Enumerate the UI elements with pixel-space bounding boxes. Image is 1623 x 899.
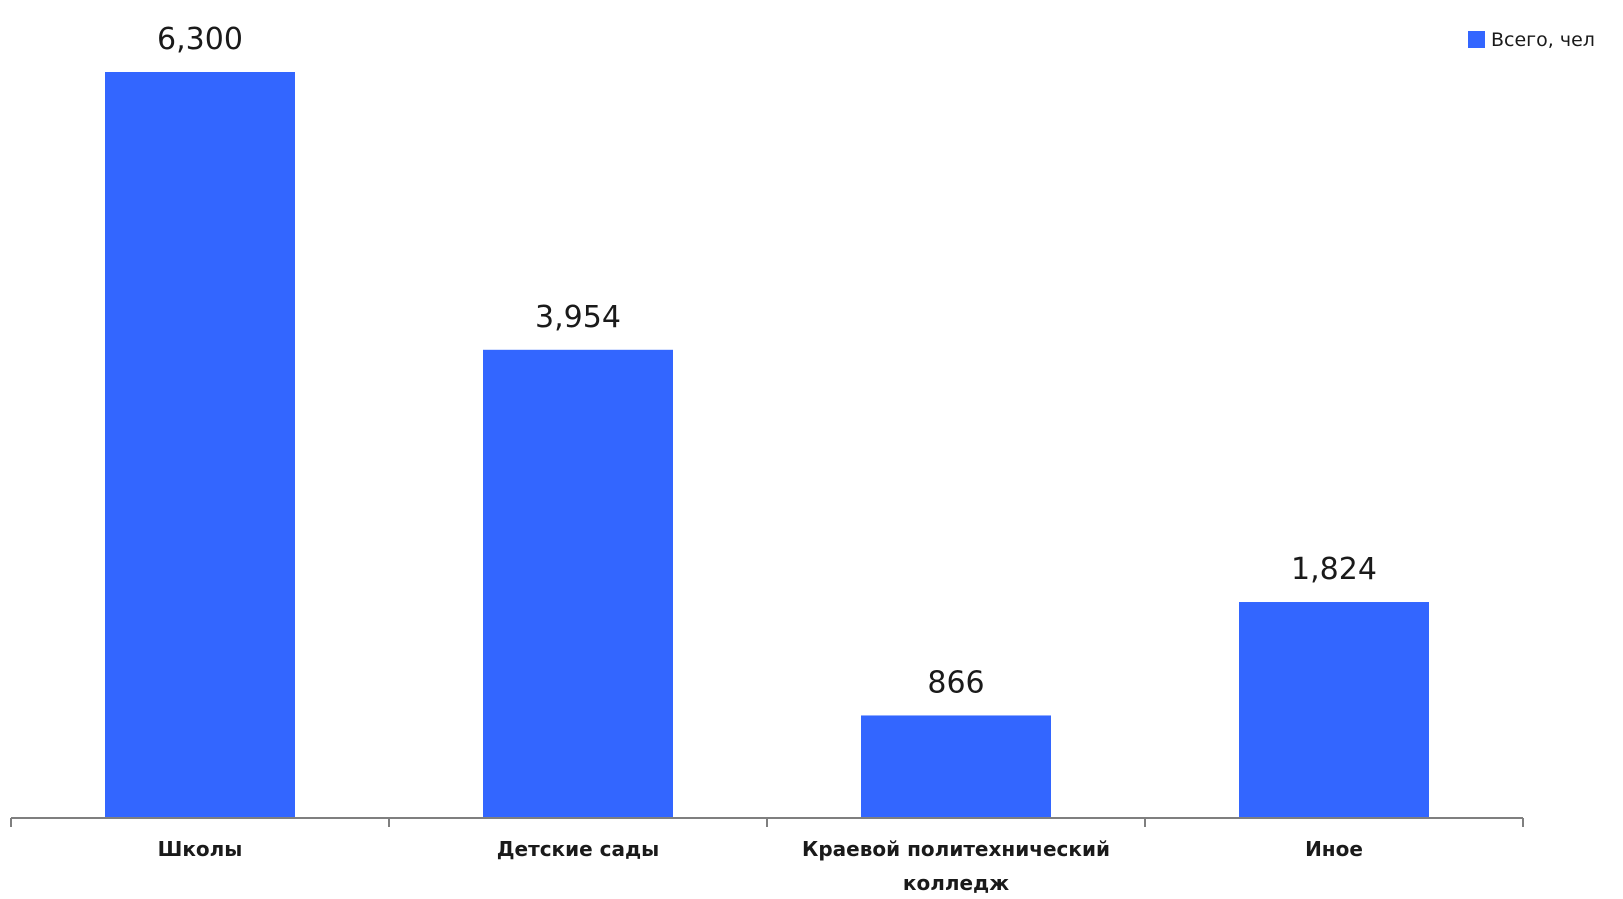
x-axis [10, 817, 1524, 827]
x-tick-label-4: Иное [1305, 837, 1363, 861]
value-label-2: 3,954 [535, 300, 621, 335]
x-tick-label-1: Школы [158, 837, 243, 861]
bars-group [105, 72, 1429, 818]
bar-2 [483, 349, 673, 818]
bar-1 [105, 72, 295, 818]
bar-3 [861, 715, 1051, 818]
value-label-1: 6,300 [157, 22, 243, 57]
legend: Всего, чел [1468, 29, 1595, 51]
bar-4 [1239, 602, 1429, 818]
value-labels-group: 6,300 3,954 866 1,824 [157, 22, 1377, 700]
x-tick-label-3: Краевой политехнический колледж [802, 837, 1110, 895]
legend-swatch [1468, 31, 1485, 48]
value-label-4: 1,824 [1291, 552, 1377, 587]
value-label-3: 866 [927, 665, 984, 700]
x-tick-labels-group: Школы Детские сады Краевой политехнический… [158, 837, 1363, 895]
legend-label: Всего, чел [1491, 29, 1595, 51]
x-tick-label-2: Детские сады [497, 837, 660, 861]
